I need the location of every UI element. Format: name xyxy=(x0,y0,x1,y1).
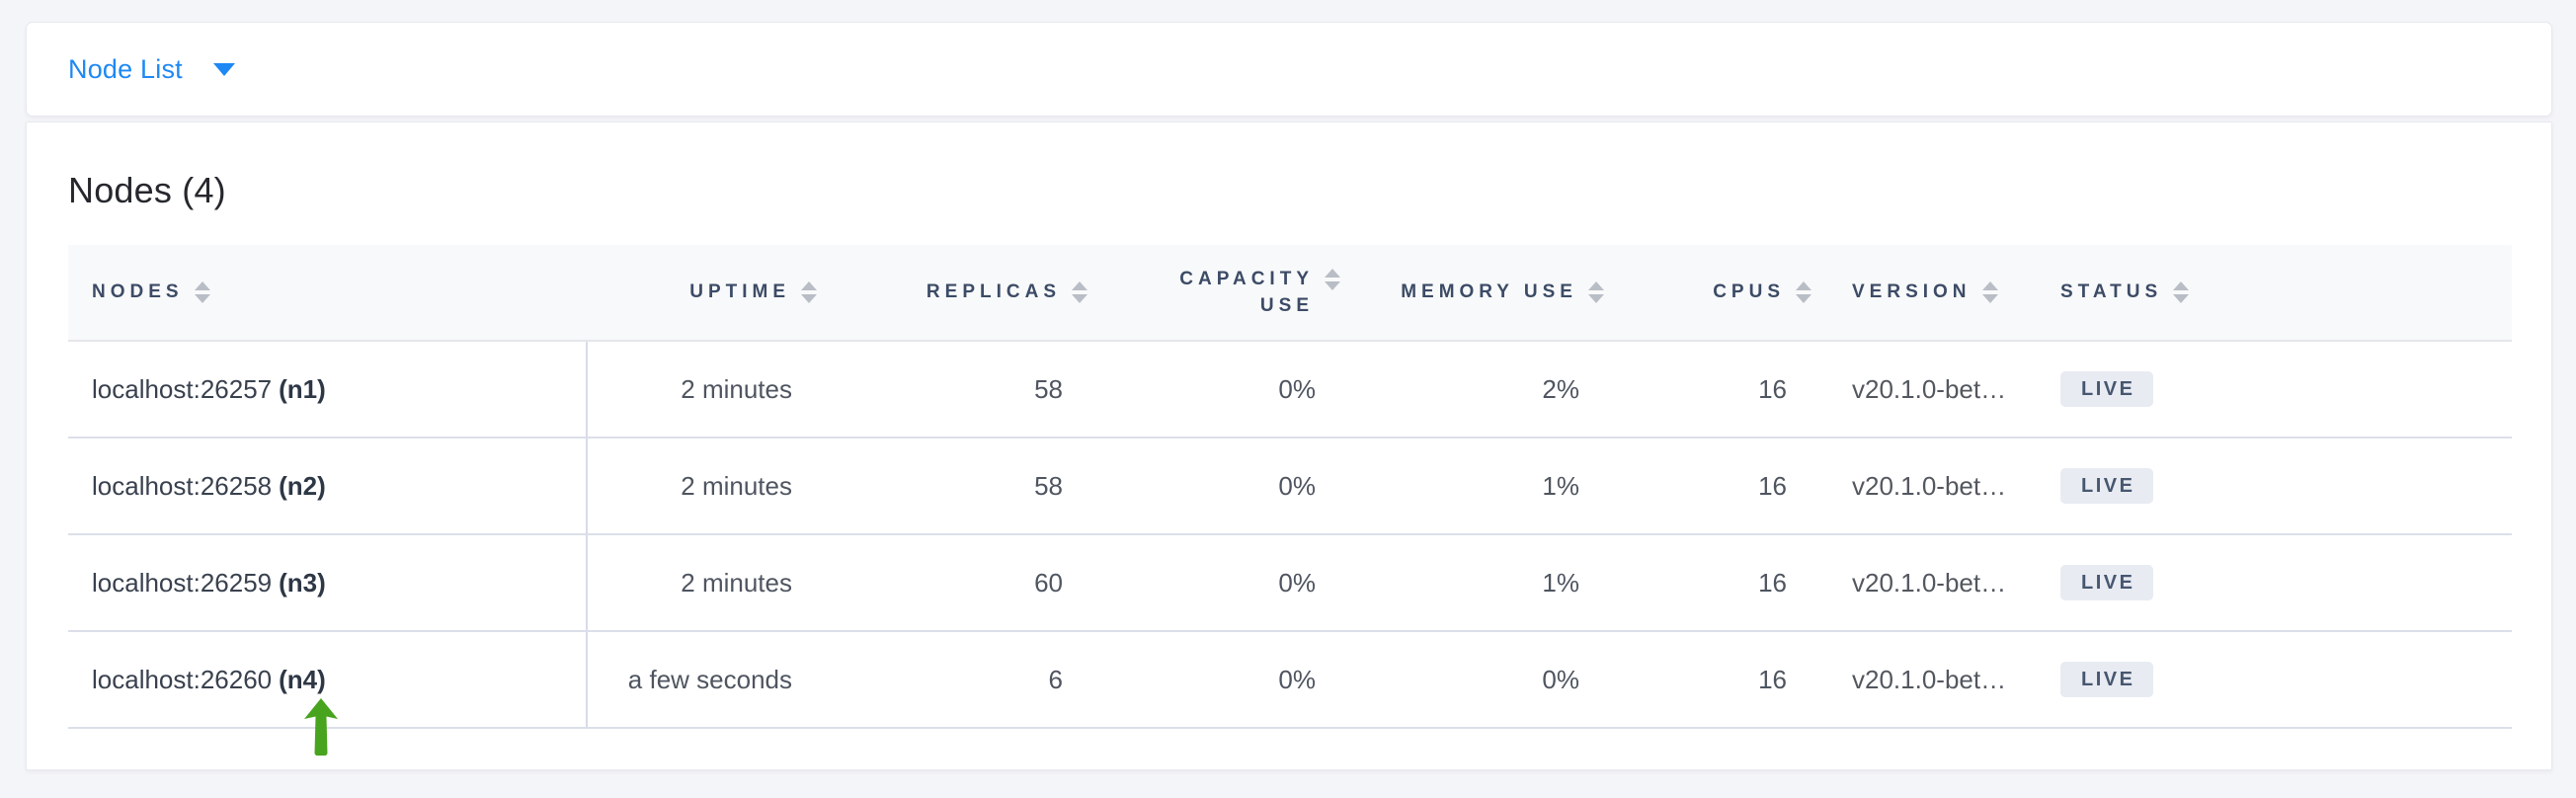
capacity-cell: 0% xyxy=(1099,438,1352,535)
memory-cell: 2% xyxy=(1352,341,1616,439)
cpus-cell: 16 xyxy=(1616,341,1823,439)
column-header-status[interactable]: STATUS xyxy=(2036,245,2512,342)
replicas-cell: 60 xyxy=(829,534,1099,632)
sort-icon xyxy=(1796,281,1811,303)
uptime-cell: 2 minutes xyxy=(587,438,829,535)
capacity-cell: 0% xyxy=(1099,631,1352,729)
node-link[interactable]: localhost:26258 (n2) xyxy=(92,470,326,501)
table-row: localhost:26257 (n1) 2 minutes 58 0% 2% 1… xyxy=(68,341,2512,439)
nodes-panel: Nodes (4) NODES UPTIME xyxy=(26,121,2552,770)
cpus-cell: 16 xyxy=(1616,631,1823,729)
node-link[interactable]: localhost:26257 (n1) xyxy=(92,373,326,404)
replicas-cell: 58 xyxy=(829,341,1099,439)
sort-icon xyxy=(1325,269,1340,290)
memory-cell: 0% xyxy=(1352,631,1616,729)
uptime-cell: 2 minutes xyxy=(587,341,829,439)
node-link[interactable]: localhost:26260 (n4) xyxy=(92,664,326,694)
status-badge: LIVE xyxy=(2060,468,2154,504)
node-list-dropdown[interactable]: Node List xyxy=(68,54,235,85)
sort-icon xyxy=(194,281,210,303)
status-badge: LIVE xyxy=(2060,662,2154,697)
column-header-capacity-use[interactable]: CAPACITY USE xyxy=(1099,245,1352,342)
column-header-uptime[interactable]: UPTIME xyxy=(587,245,829,342)
capacity-cell: 0% xyxy=(1099,534,1352,632)
chevron-down-icon xyxy=(212,62,235,76)
table-row: localhost:26258 (n2) 2 minutes 58 0% 1% 1… xyxy=(68,438,2512,535)
table-row: localhost:26259 (n3) 2 minutes 60 0% 1% 1… xyxy=(68,534,2512,632)
status-badge: LIVE xyxy=(2060,371,2154,407)
column-header-memory-use[interactable]: MEMORY USE xyxy=(1352,245,1616,342)
cpus-cell: 16 xyxy=(1616,438,1823,535)
page: Node List Nodes (4) NODES UPTIME xyxy=(0,22,2576,770)
status-badge: LIVE xyxy=(2060,565,2154,600)
sort-icon xyxy=(1981,281,1998,303)
uptime-cell: 2 minutes xyxy=(587,534,829,632)
sort-icon xyxy=(1072,281,1087,303)
view-switcher-bar: Node List xyxy=(26,22,2552,117)
version-cell: v20.1.0-bet… xyxy=(1823,534,2036,632)
uptime-cell: a few seconds xyxy=(587,631,829,729)
memory-cell: 1% xyxy=(1352,438,1616,535)
replicas-cell: 58 xyxy=(829,438,1099,535)
table-header-row: NODES UPTIME REPLICAS CAPACITY USE xyxy=(68,245,2512,342)
sort-icon xyxy=(801,281,817,303)
replicas-cell: 6 xyxy=(829,631,1099,729)
column-header-nodes[interactable]: NODES xyxy=(68,245,587,342)
version-cell: v20.1.0-bet… xyxy=(1823,438,2036,535)
memory-cell: 1% xyxy=(1352,534,1616,632)
nodes-table: NODES UPTIME REPLICAS CAPACITY USE xyxy=(68,245,2512,729)
node-list-dropdown-label: Node List xyxy=(68,53,183,84)
version-cell: v20.1.0-bet… xyxy=(1823,631,2036,729)
node-link[interactable]: localhost:26259 (n3) xyxy=(92,567,326,598)
column-header-replicas[interactable]: REPLICAS xyxy=(829,245,1099,342)
cpus-cell: 16 xyxy=(1616,534,1823,632)
column-header-version[interactable]: VERSION xyxy=(1823,245,2036,342)
capacity-cell: 0% xyxy=(1099,341,1352,439)
version-cell: v20.1.0-bet… xyxy=(1823,341,2036,439)
table-row: localhost:26260 (n4) a few seconds 6 0% 0… xyxy=(68,631,2512,729)
sort-icon xyxy=(2173,281,2190,303)
column-header-cpus[interactable]: CPUS xyxy=(1616,245,1823,342)
page-title: Nodes (4) xyxy=(68,170,226,210)
sort-icon xyxy=(1588,281,1604,303)
